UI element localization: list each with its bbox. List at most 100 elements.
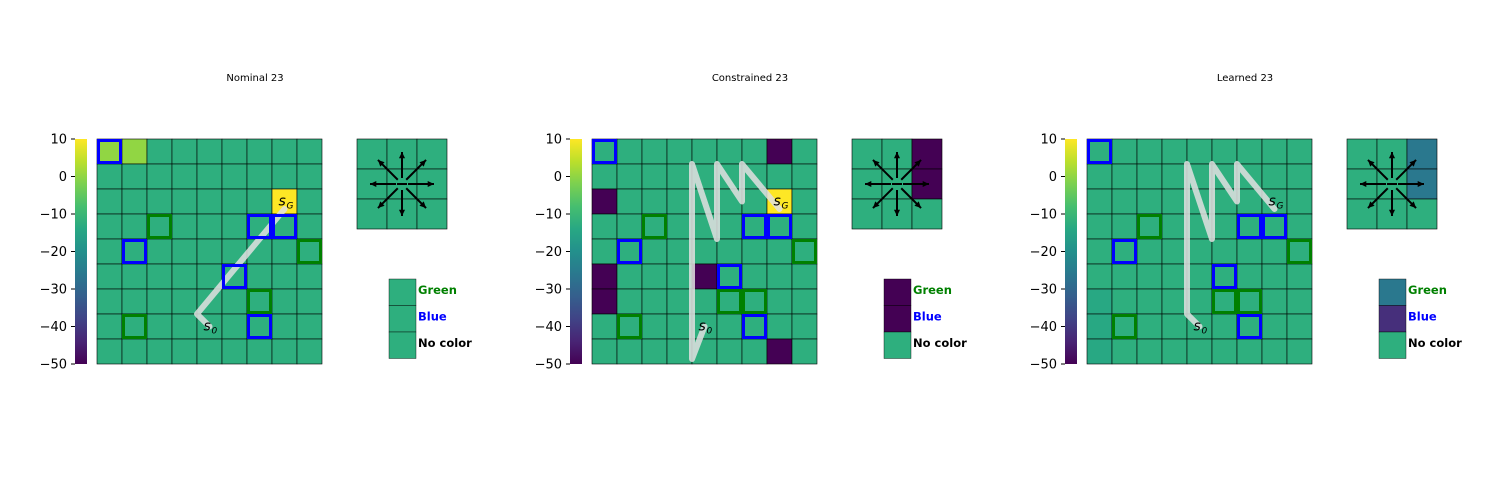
grid-cell <box>791 288 818 315</box>
green-cell-outline <box>122 314 147 339</box>
grid-cell <box>171 213 198 240</box>
grid-cell <box>1136 213 1163 240</box>
grid-cell <box>96 263 123 290</box>
grid-cell <box>616 163 643 190</box>
grid-cell <box>171 263 198 290</box>
grid-cell <box>666 263 693 290</box>
grid-cell <box>1236 138 1263 165</box>
action-arrowhead <box>1360 180 1367 188</box>
grid-cell <box>1161 338 1188 365</box>
blue-cell-outline <box>122 239 147 264</box>
blue-cell-outline <box>222 264 247 289</box>
green-cell-outline <box>1112 314 1137 339</box>
grid-cell <box>791 138 818 165</box>
action-arrowhead <box>419 159 427 167</box>
grid-cell <box>296 188 323 215</box>
grid-cell <box>741 263 768 290</box>
grid-cell <box>121 138 148 165</box>
grid-cell <box>146 313 173 340</box>
grid-cell <box>666 338 693 365</box>
action-arrowhead <box>377 159 385 167</box>
grid-cell <box>616 263 643 290</box>
grid-cell <box>146 238 173 265</box>
action-arrowhead <box>398 209 406 216</box>
action-arrowhead <box>419 201 427 209</box>
blue-cell-outline <box>717 264 742 289</box>
grid-cell <box>716 288 743 315</box>
grid-cell <box>766 313 793 340</box>
grid-cell <box>1236 263 1263 290</box>
grid-cell <box>296 138 323 165</box>
grid-cell <box>221 313 248 340</box>
grid-cell <box>591 213 618 240</box>
blue-cell-outline <box>247 214 272 239</box>
grid-cell <box>171 188 198 215</box>
action-arrowhead <box>1367 201 1375 209</box>
grid-cell <box>616 188 643 215</box>
grid-cell <box>766 263 793 290</box>
grid-cell <box>1236 288 1263 315</box>
grid-cell <box>591 338 618 365</box>
grid-cell <box>1111 213 1138 240</box>
goal-state-label: s <box>774 194 781 210</box>
grid-cell <box>716 263 743 290</box>
green-cell-outline <box>1287 239 1312 264</box>
grid-cell <box>791 188 818 215</box>
trajectory-path <box>689 161 783 362</box>
grid-cell <box>691 138 718 165</box>
grid-cell <box>1261 313 1288 340</box>
grid-cell <box>1286 138 1313 165</box>
grid-cell <box>271 288 298 315</box>
grid-cell <box>1111 288 1138 315</box>
action-arrowhead <box>922 180 929 188</box>
grid-cell <box>591 288 618 315</box>
grid-cell <box>766 213 793 240</box>
grid-cell <box>96 163 123 190</box>
colorbar-tick-label: 0 <box>59 170 67 185</box>
grid-cell <box>1236 238 1263 265</box>
legend-swatch-blue <box>1378 305 1407 333</box>
grid-cell <box>791 238 818 265</box>
blue-cell-outline <box>1112 239 1137 264</box>
colorbar-tick-label: −20 <box>1030 245 1057 260</box>
grid-cell <box>741 213 768 240</box>
grid-cell <box>1086 288 1113 315</box>
grid-cell <box>716 313 743 340</box>
grid-cell <box>1236 338 1263 365</box>
legend-swatch-blue <box>388 305 417 333</box>
grid-cell <box>1186 138 1213 165</box>
blue-cell-outline <box>767 214 792 239</box>
grid-cell <box>221 338 248 365</box>
goal-state-label-subscript: G <box>287 202 294 212</box>
grid-cell <box>1261 163 1288 190</box>
grid-cell <box>616 338 643 365</box>
grid-cell <box>766 138 793 165</box>
grid-cell <box>716 213 743 240</box>
grid-cell <box>246 288 273 315</box>
colorbar <box>570 139 582 364</box>
legend-swatch-green <box>388 278 417 306</box>
grid-cell <box>641 263 668 290</box>
grid-cell <box>221 288 248 315</box>
action-arrowhead <box>1409 159 1417 167</box>
grid-cell <box>246 138 273 165</box>
legend-label-green: Green <box>1408 283 1447 297</box>
grid-cell <box>1286 313 1313 340</box>
grid-cell <box>1186 338 1213 365</box>
grid-cell <box>591 138 618 165</box>
grid-cell <box>616 313 643 340</box>
grid-cell <box>221 163 248 190</box>
grid-cell <box>1161 188 1188 215</box>
action-arrowhead <box>1367 159 1375 167</box>
grid-cell <box>296 163 323 190</box>
colorbar-tick-label: 10 <box>545 133 562 148</box>
grid-cell <box>791 263 818 290</box>
grid-cell <box>791 338 818 365</box>
grid-cell <box>1161 238 1188 265</box>
grid-cell <box>666 238 693 265</box>
grid-cell <box>246 263 273 290</box>
grid-cell <box>146 213 173 240</box>
legend-label-none: No color <box>913 336 967 350</box>
grid-cell <box>1236 213 1263 240</box>
